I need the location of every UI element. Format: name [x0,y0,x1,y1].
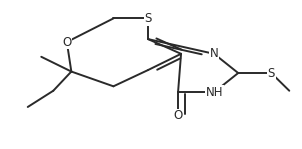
Text: S: S [144,12,152,25]
Text: NH: NH [205,86,223,99]
Text: S: S [268,66,275,80]
Text: N: N [210,47,219,60]
Text: O: O [173,109,183,122]
Text: O: O [62,35,72,49]
